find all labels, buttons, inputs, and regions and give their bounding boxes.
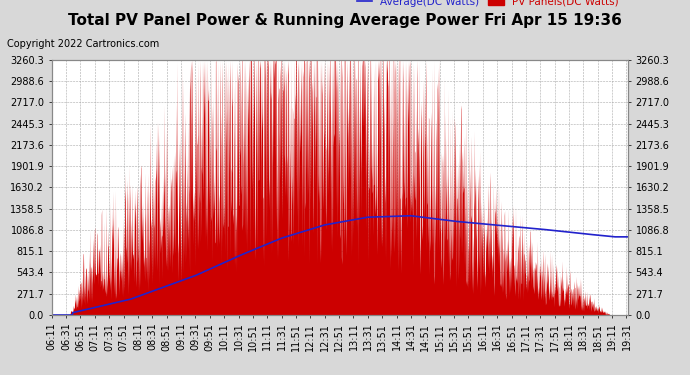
Legend: Average(DC Watts), PV Panels(DC Watts): Average(DC Watts), PV Panels(DC Watts) (353, 0, 622, 11)
Text: Copyright 2022 Cartronics.com: Copyright 2022 Cartronics.com (7, 39, 159, 50)
Text: Total PV Panel Power & Running Average Power Fri Apr 15 19:36: Total PV Panel Power & Running Average P… (68, 13, 622, 28)
